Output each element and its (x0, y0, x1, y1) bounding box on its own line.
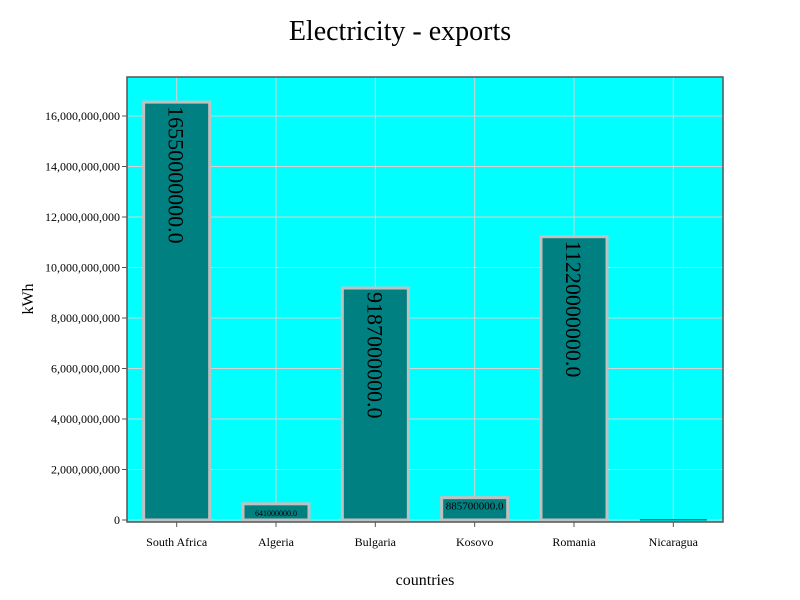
bar-value-label: 885700000.0 (446, 501, 504, 513)
bar (440, 496, 510, 522)
x-tick-label: Romania (552, 535, 596, 549)
x-tick-label: Algeria (258, 535, 295, 549)
bars-group (142, 100, 707, 522)
bar-value-label: 9187000000.0 (362, 292, 387, 419)
bar (340, 286, 410, 522)
y-tick-label: 4,000,000,000 (51, 412, 120, 426)
y-tick-label: 6,000,000,000 (51, 362, 120, 376)
y-tick-label: 2,000,000,000 (51, 463, 120, 477)
bar (142, 100, 212, 522)
bar (241, 502, 311, 522)
y-axis: 0 2,000,000,000 4,000,000,000 6,000,000,000… (45, 109, 127, 527)
x-tick-label: Nicaragua (649, 535, 699, 549)
y-tick-label: 16,000,000,000 (45, 109, 120, 123)
bar-value-label: 16550000000.0 (164, 106, 189, 244)
plot-area (127, 77, 723, 522)
chart-title: Electricity - exports (289, 16, 511, 47)
y-tick-label: 14,000,000,000 (45, 160, 120, 174)
x-tick-label: Kosovo (456, 535, 493, 549)
bar (639, 519, 707, 521)
x-axis-title: countries (396, 572, 455, 589)
y-axis-title: kWh (20, 283, 37, 314)
x-tick-label: South Africa (146, 535, 208, 549)
y-tick-label: 0 (114, 513, 120, 527)
y-tick-label: 10,000,000,000 (45, 261, 120, 275)
y-tick-label: 8,000,000,000 (51, 311, 120, 325)
bar-labels-group: 16550000000.0 641000000.0 9187000000.0 8857… (164, 106, 586, 518)
bar-value-label: 641000000.0 (255, 509, 297, 518)
plot-frame (126, 76, 724, 523)
bar-value-label: 11220000000.0 (561, 241, 586, 378)
y-tick-label: 12,000,000,000 (45, 210, 120, 224)
x-tick-label: Bulgaria (355, 535, 397, 549)
x-axis: South Africa Algeria Bulgaria Kosovo Romania… (146, 522, 699, 549)
bar (539, 235, 609, 522)
